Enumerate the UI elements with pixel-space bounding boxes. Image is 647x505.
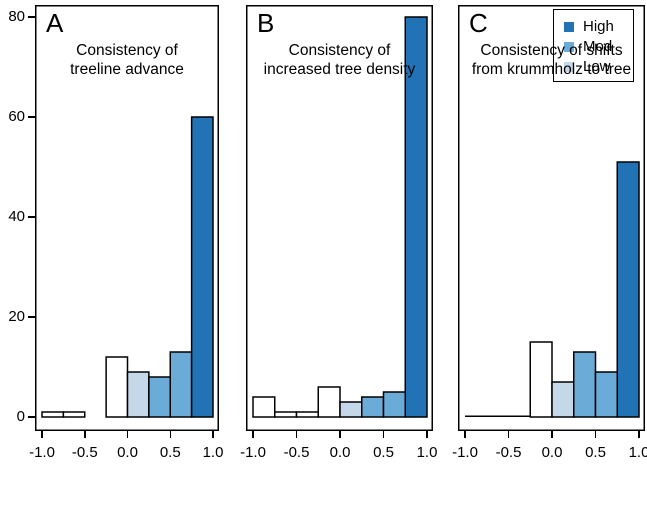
x-tick-label: -1.0 (452, 444, 478, 461)
legend-label-low: Low (583, 58, 611, 75)
y-tick-label: 0 (16, 408, 25, 425)
x-tick (295, 431, 298, 438)
y-tick-label: 40 (8, 208, 25, 225)
x-tick-label: 0.0 (329, 444, 351, 461)
bar-A-bin4 (126, 371, 150, 418)
x-axis-title-a-line1: Consistency of (76, 42, 178, 59)
x-tick (41, 431, 43, 438)
x-tick (551, 431, 553, 438)
y-tick (28, 416, 35, 418)
legend: High Mod Low (553, 9, 634, 82)
legend-swatch-high-icon (564, 22, 574, 32)
legend-label-high: High (583, 18, 614, 35)
x-tick (507, 431, 510, 438)
x-axis-title-a-line2: treeline advance (70, 61, 184, 78)
x-tick-label: 1.0 (416, 444, 438, 461)
bar-B-bin1 (274, 411, 298, 418)
y-tick-label: 80 (8, 8, 25, 25)
y-tick (28, 316, 35, 318)
x-tick-label: 1.0 (628, 444, 647, 461)
panel-letter-c: C (469, 8, 488, 38)
y-tick-label: 20 (8, 308, 25, 325)
y-tick (28, 16, 35, 18)
x-axis-title-a: Consistency of treeline advance (12, 41, 242, 79)
panel-letter-b: B (257, 8, 275, 38)
x-tick (212, 431, 214, 438)
bar-A-bin6 (169, 351, 193, 418)
plot-svg-A (35, 5, 219, 431)
bar-B-bin7 (404, 16, 428, 418)
bar-A-bin3 (105, 356, 129, 418)
x-axis-title-c-line1: Consistency of shifts (480, 42, 623, 59)
x-axis-a: -1.0 -0.5 0.0 0.5 1.0 (29, 431, 223, 505)
x-axis-title-b-line1: Consistency of (288, 42, 391, 59)
panel-letter-a: A (46, 8, 64, 38)
legend-item-high: High (564, 18, 614, 35)
x-tick-label: -1.0 (29, 444, 55, 461)
x-tick (84, 431, 86, 438)
x-tick (169, 431, 171, 438)
x-tick-label: 0.5 (159, 444, 181, 461)
panel-a: A -1.0 -0.5 0.0 0.5 1.0 Consistency of treel… (29, 5, 223, 505)
bar-C-bin7 (616, 161, 640, 418)
y-tick (28, 116, 35, 118)
x-axis-c: -1.0 -0.5 0.0 0.5 1.0 (452, 431, 647, 505)
bar-B-bin0 (252, 396, 276, 418)
panel-border (458, 5, 645, 431)
x-tick (638, 431, 640, 438)
x-tick (382, 431, 385, 438)
bar-C-bin5 (573, 351, 597, 418)
x-tick-label: -0.5 (71, 444, 98, 461)
x-tick (126, 431, 129, 438)
bar-A-bin7 (190, 116, 214, 418)
x-tick-label: 0.5 (373, 444, 394, 461)
bar-B-bin4 (339, 401, 363, 418)
bar-A-bin1 (62, 411, 86, 418)
x-tick-label: 1.0 (202, 444, 224, 461)
x-axis-title-c: Consistency of shifts from krummholz to … (437, 41, 647, 79)
panel-c: C High Mod Low -1.0 -0.5 0.0 0.5 1.0 Consist… (452, 5, 647, 505)
panel-b: B -1.0 -0.5 0.0 0.5 1.0 Consistency of incre… (240, 5, 437, 505)
x-tick-label: -0.5 (283, 444, 310, 461)
x-axis-title-c-line2: from krummholz to tree (471, 61, 632, 78)
plot-svg-B (246, 5, 433, 431)
x-tick-label: -0.5 (495, 444, 522, 461)
x-axis-title-b: Consistency of increased tree density (225, 41, 455, 79)
bar-C-bin3 (529, 341, 553, 418)
x-axis-title-b-line2: increased tree density (263, 61, 416, 78)
bar-A-bin0 (41, 411, 65, 418)
legend-item-low: Low (564, 58, 611, 75)
x-tick-label: 0.0 (117, 444, 138, 461)
x-tick (339, 431, 341, 438)
x-tick (426, 431, 428, 438)
y-tick-label: 60 (8, 108, 25, 125)
x-tick (464, 431, 466, 438)
legend-swatch-mod-icon (564, 42, 574, 52)
x-tick-label: 0.0 (541, 444, 563, 461)
x-axis-b: -1.0 -0.5 0.0 0.5 1.0 (240, 431, 437, 505)
plot-svg-C (458, 5, 645, 431)
x-tick (594, 431, 597, 438)
x-tick (252, 431, 254, 438)
y-axis: 0 20 40 60 80 (0, 0, 36, 505)
panel-border (35, 5, 219, 431)
bar-A-bin5 (148, 376, 171, 418)
x-tick-label: 0.5 (585, 444, 606, 461)
legend-item-mod: Mod (564, 38, 613, 55)
bar-C-bin4 (551, 381, 575, 418)
bar-B-bin6 (382, 391, 406, 418)
legend-swatch-low-icon (564, 62, 574, 72)
legend-label-mod: Mod (583, 38, 613, 55)
y-tick (28, 216, 35, 218)
panel-border (246, 5, 433, 431)
bar-C-bin6 (594, 371, 618, 418)
bar-B-bin2 (295, 411, 319, 418)
x-tick-label: -1.0 (240, 444, 266, 461)
bar-B-bin5 (361, 396, 385, 418)
bar-B-bin3 (317, 386, 341, 418)
